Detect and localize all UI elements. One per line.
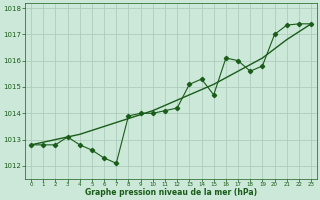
X-axis label: Graphe pression niveau de la mer (hPa): Graphe pression niveau de la mer (hPa) bbox=[85, 188, 257, 197]
